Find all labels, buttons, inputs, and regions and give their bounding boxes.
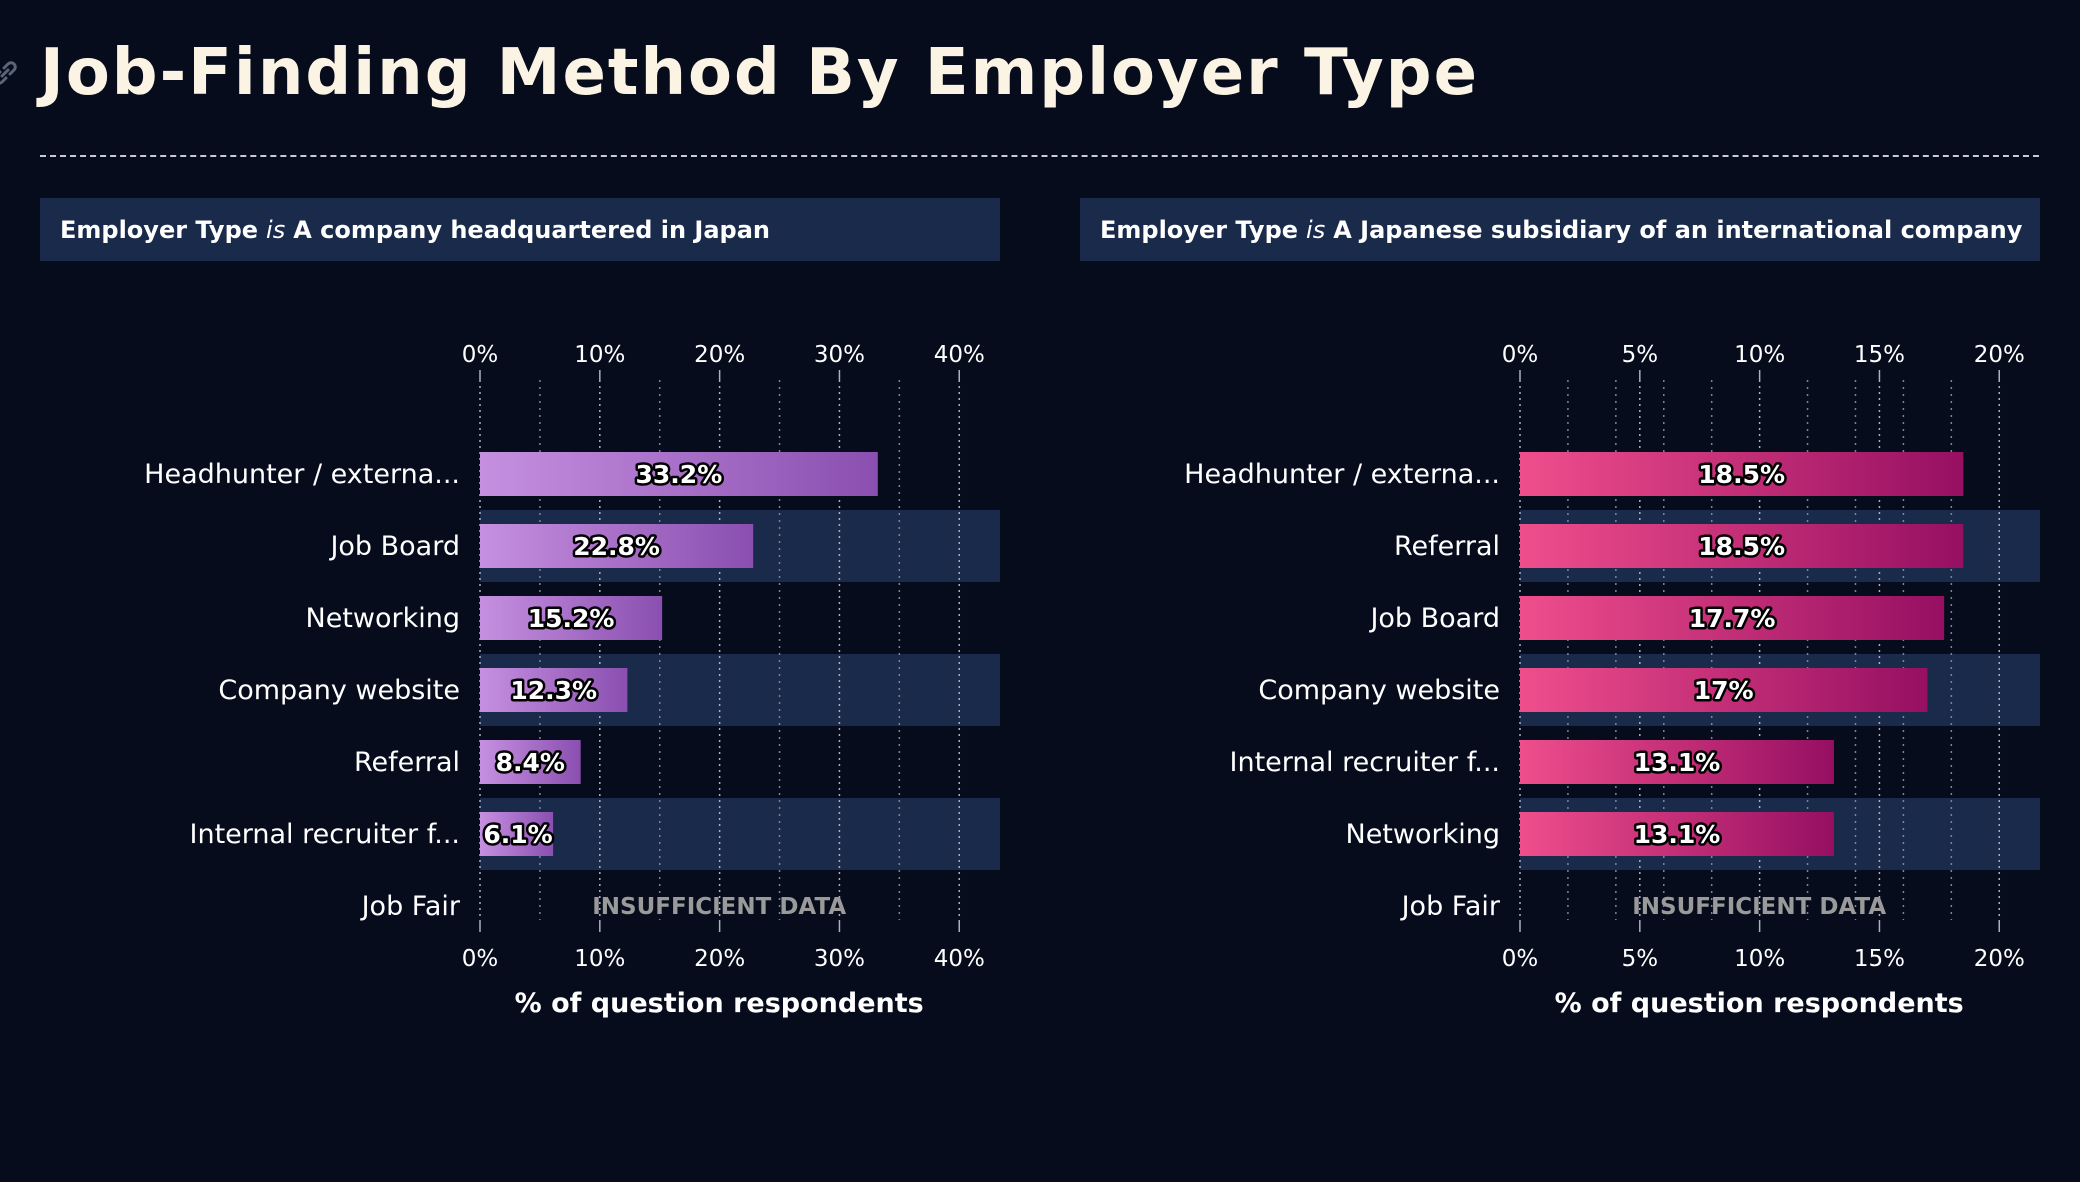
filter-operator: is xyxy=(1306,215,1326,244)
x-tick-label-top: 15% xyxy=(1854,342,1905,368)
data-label: 15.2% xyxy=(528,604,615,633)
chart-panel-japan-hq: Employer Type is A company headquartered… xyxy=(40,198,1000,1078)
data-label: 18.5% xyxy=(1698,532,1785,561)
data-label: 6.1% xyxy=(483,820,552,849)
x-tick-label-bottom: 15% xyxy=(1854,946,1905,972)
x-tick-label-top: 5% xyxy=(1622,342,1659,368)
category-label: Internal recruiter f... xyxy=(1230,747,1501,778)
x-tick-label-bottom: 5% xyxy=(1622,946,1659,972)
data-label: 8.4% xyxy=(496,748,565,777)
title-divider xyxy=(40,155,2039,157)
x-tick-label-top: 10% xyxy=(1734,342,1785,368)
x-tick-label-top: 10% xyxy=(574,342,625,368)
category-label: Company website xyxy=(218,675,460,706)
insufficient-data-label: INSUFFICIENT DATA xyxy=(1632,894,1886,920)
category-label: Networking xyxy=(1346,819,1501,850)
bar-chart: 0% 0% 10% 10% 20% 20% 30% 30% 40% 40% Headhunter /… xyxy=(144,342,1000,1019)
bar[interactable] xyxy=(1520,668,1928,712)
data-label: 17% xyxy=(1694,676,1754,705)
category-label: Internal recruiter f... xyxy=(190,819,461,850)
x-tick-label-top: 0% xyxy=(1502,342,1539,368)
x-tick-label-bottom: 10% xyxy=(1734,946,1785,972)
data-label: 18.5% xyxy=(1698,460,1785,489)
x-tick-label-bottom: 20% xyxy=(694,946,745,972)
x-tick-label-top: 20% xyxy=(694,342,745,368)
bar[interactable] xyxy=(480,524,754,568)
bar[interactable] xyxy=(1520,524,1964,568)
data-label: 33.2% xyxy=(636,460,723,489)
x-tick-label-top: 20% xyxy=(1974,342,2025,368)
x-tick-label-bottom: 30% xyxy=(814,946,865,972)
filter-field: Employer Type xyxy=(60,215,259,244)
bar[interactable] xyxy=(480,452,878,496)
row-band xyxy=(480,798,1000,870)
x-axis-title: % of question respondents xyxy=(515,988,924,1019)
category-label: Job Board xyxy=(328,531,460,562)
category-label: Referral xyxy=(354,747,460,778)
insufficient-data-label: INSUFFICIENT DATA xyxy=(592,894,846,920)
panel-filter-header: Employer Type is A Japanese subsidiary o… xyxy=(1080,198,2040,261)
x-tick-label-top: 0% xyxy=(462,342,499,368)
bar[interactable] xyxy=(480,740,581,784)
data-label: 13.1% xyxy=(1634,820,1721,849)
data-label: 13.1% xyxy=(1634,748,1721,777)
x-tick-label-top: 40% xyxy=(934,342,985,368)
category-label: Job Board xyxy=(1368,603,1500,634)
filter-value: A Japanese subsidiary of an internationa… xyxy=(1333,215,2023,244)
bar[interactable] xyxy=(480,668,628,712)
bar[interactable] xyxy=(480,596,663,640)
bar-chart: 0% 0% 5% 5% 10% 10% 15% 15% 20% 20% Headhunter / e… xyxy=(1184,342,2040,1019)
bar[interactable] xyxy=(1520,596,1945,640)
bar[interactable] xyxy=(1520,452,1964,496)
panel-filter-header: Employer Type is A company headquartered… xyxy=(40,198,1000,261)
category-label: Referral xyxy=(1394,531,1500,562)
x-tick-label-bottom: 20% xyxy=(1974,946,2025,972)
link-icon[interactable] xyxy=(0,58,20,88)
x-tick-label-bottom: 10% xyxy=(574,946,625,972)
filter-operator: is xyxy=(266,215,286,244)
bar[interactable] xyxy=(1520,812,1834,856)
data-label: 12.3% xyxy=(510,676,597,705)
bar[interactable] xyxy=(1520,740,1834,784)
data-label: 22.8% xyxy=(573,532,660,561)
category-label: Headhunter / externa... xyxy=(1184,459,1500,490)
category-label: Job Fair xyxy=(360,891,461,922)
category-label: Company website xyxy=(1258,675,1500,706)
category-label: Job Fair xyxy=(1400,891,1501,922)
chart-panel-japan-subsidiary: Employer Type is A Japanese subsidiary o… xyxy=(1080,198,2040,1078)
bar[interactable] xyxy=(480,812,554,856)
data-label: 17.7% xyxy=(1689,604,1776,633)
x-axis-title: % of question respondents xyxy=(1555,988,1964,1019)
filter-field: Employer Type xyxy=(1100,215,1299,244)
x-tick-label-top: 30% xyxy=(814,342,865,368)
page-title: Job-Finding Method By Employer Type xyxy=(40,36,1479,110)
filter-value: A company headquartered in Japan xyxy=(293,215,771,244)
category-label: Headhunter / externa... xyxy=(144,459,460,490)
x-tick-label-bottom: 40% xyxy=(934,946,985,972)
x-tick-label-bottom: 0% xyxy=(462,946,499,972)
category-label: Networking xyxy=(306,603,461,634)
x-tick-label-bottom: 0% xyxy=(1502,946,1539,972)
